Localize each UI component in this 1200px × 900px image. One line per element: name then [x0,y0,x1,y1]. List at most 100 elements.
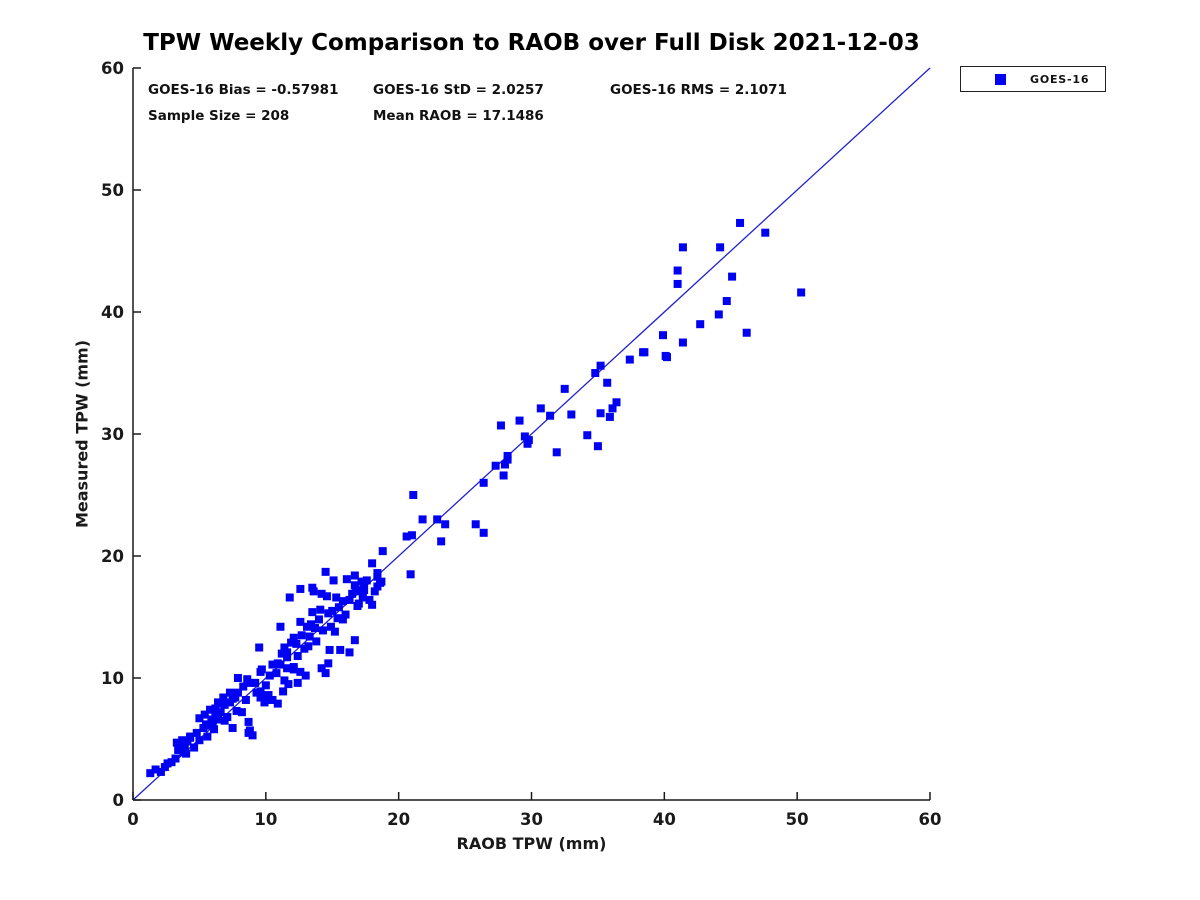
data-point [409,491,418,499]
data-point [348,589,357,598]
data-point [317,589,326,598]
data-point [345,595,354,604]
data-point [296,667,305,676]
data-point [370,587,379,596]
data-point [546,411,555,420]
x-tick-label: 0 [127,810,138,829]
data-point [251,678,260,687]
data-point [491,461,500,470]
data-point [605,412,614,421]
data-point [206,705,215,714]
data-point [172,738,181,747]
x-tick-label: 40 [653,810,676,829]
data-point [284,680,293,689]
data-point [441,520,450,529]
data-point [332,593,341,602]
data-point [283,648,292,657]
data-point [678,338,687,347]
data-point [612,398,621,407]
stat-bias: GOES-16 Bias = -0.57981 [148,82,339,98]
y-tick-label: 50 [101,181,124,200]
data-point [273,699,282,708]
data-point [728,272,737,281]
data-point [716,243,725,252]
data-point [220,716,229,725]
data-point [437,537,446,546]
data-point [317,664,326,673]
data-point [536,404,545,413]
data-point [305,632,314,641]
data-point [659,331,668,340]
data-point [265,671,274,680]
data-point [368,600,377,609]
y-tick-label: 20 [101,547,124,566]
data-point [190,743,199,752]
data-point [325,645,334,654]
data-point [239,682,248,691]
data-point [293,652,302,661]
data-point [673,266,682,275]
data-point [304,642,313,651]
data-point [268,695,277,704]
data-point [714,310,723,319]
y-tick-label: 10 [101,669,124,688]
data-point [296,617,305,626]
data-point [496,421,505,430]
data-point [342,575,351,584]
data-point [353,602,362,611]
data-point [329,576,338,585]
data-point [330,627,339,636]
data-point [260,698,269,707]
data-point [283,653,292,662]
data-point [296,584,305,593]
data-point [237,708,246,717]
data-point [308,608,317,617]
data-point [583,431,592,440]
data-point [376,578,385,587]
data-point [178,736,187,745]
data-point [673,279,682,288]
data-point [293,678,302,687]
data-point [356,586,365,595]
data-point [362,576,371,585]
data-point [338,597,347,606]
data-point [146,769,155,778]
data-point [220,700,229,709]
data-point [406,570,415,579]
legend: GOES-16 [960,66,1106,92]
data-point [283,664,292,673]
data-point [500,460,509,469]
y-tick-label: 40 [101,303,124,322]
data-point [195,736,204,745]
data-point [596,409,605,418]
data-point [306,620,315,629]
data-point [289,665,298,674]
data-point [192,728,201,737]
data-point [233,674,242,682]
data-point [272,669,281,678]
data-point [722,297,731,306]
data-point [365,595,374,604]
data-point [179,741,188,750]
data-point [308,583,317,592]
data-point [328,606,337,615]
data-point [268,660,277,669]
data-point [241,695,250,704]
data-point [515,416,524,425]
data-point [350,636,359,645]
data-point [402,532,411,541]
data-point [350,581,359,590]
x-axis-label: RAOB TPW (mm) [456,834,607,853]
data-point [407,531,416,540]
data-point [503,451,512,460]
data-point [156,767,165,776]
data-point [742,328,751,337]
data-point [593,442,602,451]
data-point [603,378,612,387]
data-point [301,671,310,680]
data-point [210,725,219,734]
x-tick-label: 20 [387,810,410,829]
data-point [252,688,261,697]
data-point [255,643,264,652]
